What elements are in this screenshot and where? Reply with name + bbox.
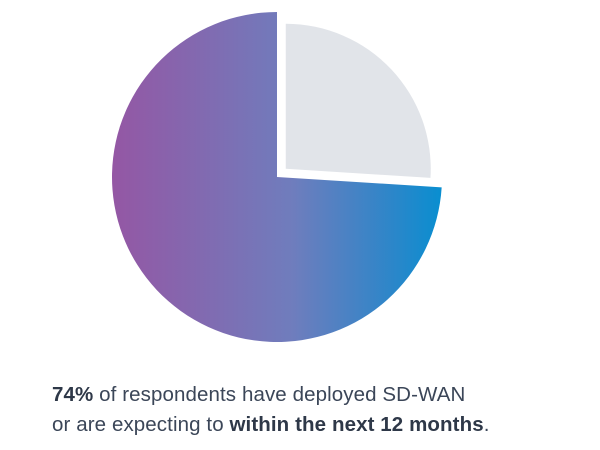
caption-line-2: or are expecting to within the next 12 m… bbox=[52, 410, 592, 440]
caption-line-1: 74% of respondents have deployed SD-WAN bbox=[52, 380, 592, 410]
caption-line2-text: or are expecting to bbox=[52, 413, 230, 436]
caption-line2-end: . bbox=[483, 413, 490, 436]
caption-percent: 74% bbox=[52, 383, 94, 406]
pie-slice-main bbox=[111, 12, 442, 342]
pie-slice-remainder bbox=[285, 23, 431, 178]
pie-chart bbox=[111, 12, 442, 342]
chart-caption: 74% of respondents have deployed SD-WAN … bbox=[52, 380, 592, 440]
caption-emphasis: within the next 12 months bbox=[229, 413, 484, 436]
caption-line1-text: of respondents have deployed SD-WAN bbox=[93, 383, 466, 406]
